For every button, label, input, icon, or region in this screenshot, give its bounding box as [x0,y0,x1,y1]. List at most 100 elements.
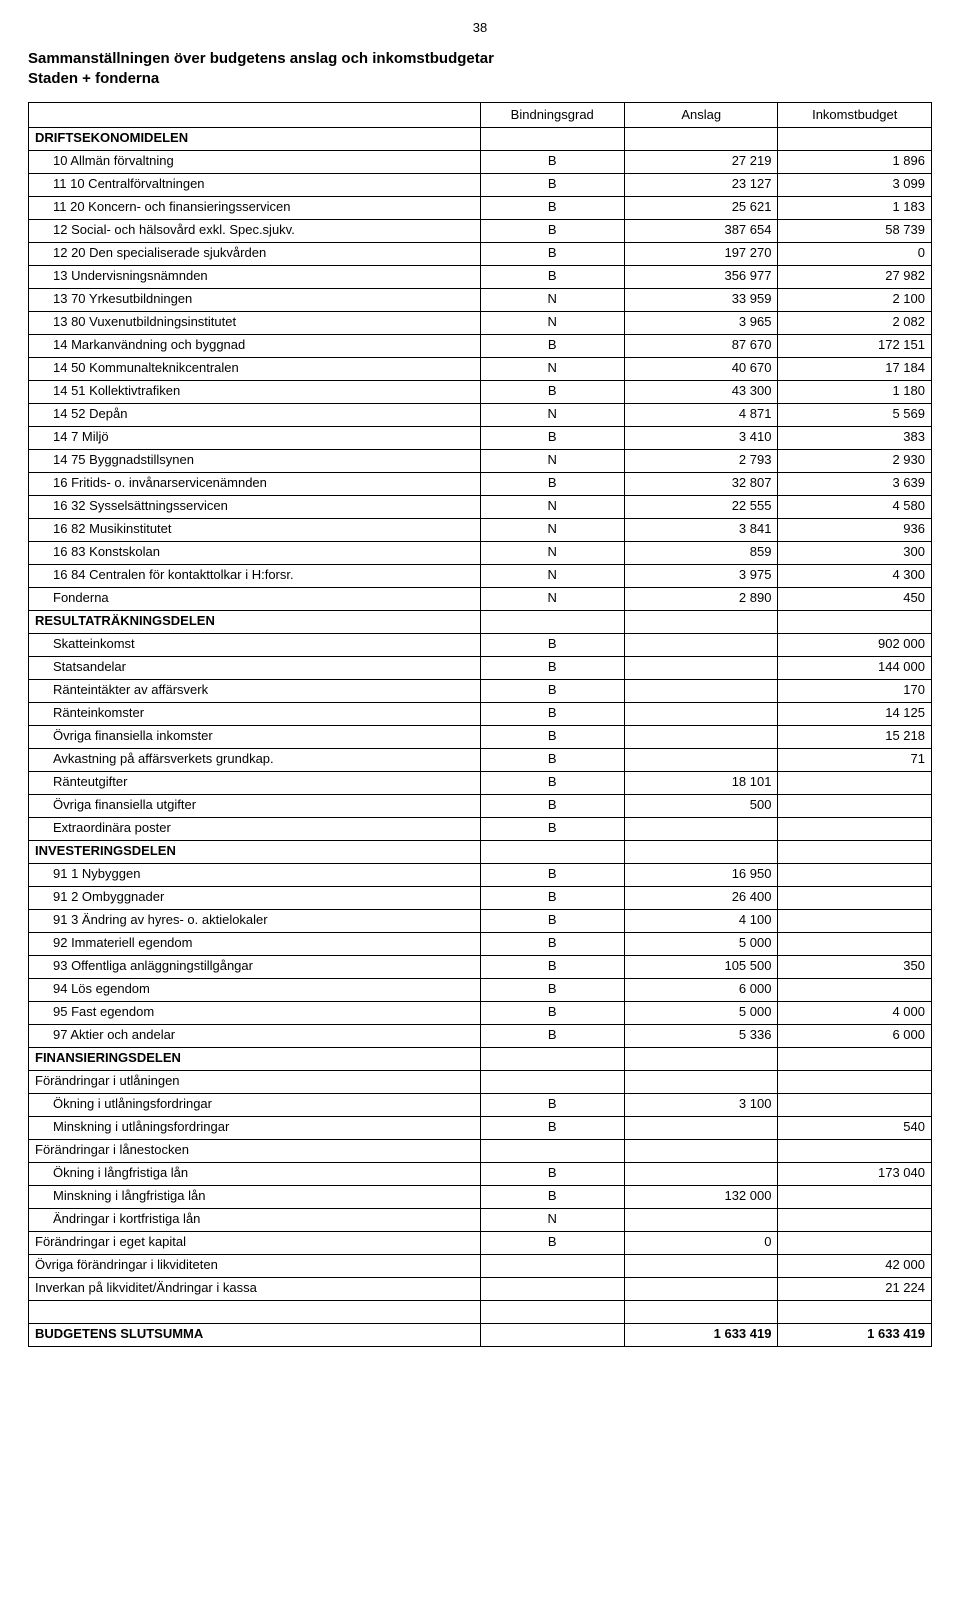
row-label: Ökning i långfristiga lån [29,1162,481,1185]
row-grad: B [480,863,624,886]
row-amount [624,633,778,656]
row-grad: B [480,725,624,748]
row-grad: B [480,426,624,449]
row-amount: 387 654 [624,219,778,242]
row-amount [778,1300,932,1323]
row-grad: B [480,1231,624,1254]
row-label: Förändringar i lånestocken [29,1139,481,1162]
table-row: 13 80 VuxenutbildningsinstitutetN3 9652 … [29,311,932,334]
table-row: Ökning i utlåningsfordringarB3 100 [29,1093,932,1116]
row-label: 14 Markanvändning och byggnad [29,334,481,357]
row-amount: 902 000 [778,633,932,656]
table-row: StatsandelarB144 000 [29,656,932,679]
row-grad: B [480,1185,624,1208]
row-label: 91 1 Nybyggen [29,863,481,886]
row-amount: 1 896 [778,150,932,173]
row-label: Övriga finansiella utgifter [29,794,481,817]
row-grad: N [480,541,624,564]
row-amount [778,817,932,840]
table-row: 14 52 DepånN4 8715 569 [29,403,932,426]
row-amount: 450 [778,587,932,610]
row-label: 97 Aktier och andelar [29,1024,481,1047]
row-amount: 22 555 [624,495,778,518]
row-label: 14 52 Depån [29,403,481,426]
row-amount: 3 965 [624,311,778,334]
row-grad [480,1070,624,1093]
row-label: Ökning i utlåningsfordringar [29,1093,481,1116]
row-grad [480,1300,624,1323]
row-grad: B [480,955,624,978]
row-label: Ändringar i kortfristiga lån [29,1208,481,1231]
table-row: Inverkan på likviditet/Ändringar i kassa… [29,1277,932,1300]
row-grad: B [480,978,624,1001]
row-amount: 4 580 [778,495,932,518]
row-grad [480,1323,624,1346]
table-row: 14 7 MiljöB3 410383 [29,426,932,449]
table-row: Förändringar i eget kapitalB0 [29,1231,932,1254]
row-amount [624,748,778,771]
row-amount [778,1185,932,1208]
row-grad: B [480,334,624,357]
table-row: 16 Fritids- o. invånarservicenämndenB32 … [29,472,932,495]
header-row: Bindningsgrad Anslag Inkomstbudget [29,102,932,127]
row-amount [624,1254,778,1277]
row-amount: 500 [624,794,778,817]
row-amount: 40 670 [624,357,778,380]
row-grad: B [480,265,624,288]
row-amount: 27 982 [778,265,932,288]
row-grad: B [480,679,624,702]
row-amount [624,656,778,679]
row-amount [778,840,932,863]
row-amount [778,771,932,794]
table-row: FondernaN2 890450 [29,587,932,610]
row-amount: 0 [778,242,932,265]
row-amount: 172 151 [778,334,932,357]
row-grad: B [480,932,624,955]
row-amount: 3 099 [778,173,932,196]
row-grad [480,1139,624,1162]
row-label: 14 51 Kollektivtrafiken [29,380,481,403]
row-amount [778,610,932,633]
footer-row: BUDGETENS SLUTSUMMA1 633 4191 633 419 [29,1323,932,1346]
row-label: 13 70 Yrkesutbildningen [29,288,481,311]
row-grad: B [480,1001,624,1024]
row-amount: 5 000 [624,932,778,955]
row-amount: 4 100 [624,909,778,932]
row-amount: 5 336 [624,1024,778,1047]
row-amount: 5 569 [778,403,932,426]
table-row: 10 Allmän förvaltningB27 2191 896 [29,150,932,173]
row-amount [624,840,778,863]
table-row: Ökning i långfristiga lånB173 040 [29,1162,932,1185]
section-heading: DRIFTSEKONOMIDELEN [29,127,932,150]
row-amount [624,1070,778,1093]
table-row: 16 84 Centralen för kontakttolkar i H:fo… [29,564,932,587]
section-heading: INVESTERINGSDELEN [29,840,932,863]
row-amount: 144 000 [778,656,932,679]
row-amount [624,1116,778,1139]
row-label: 14 75 Byggnadstillsynen [29,449,481,472]
row-label: Ränteutgifter [29,771,481,794]
row-label: Statsandelar [29,656,481,679]
row-amount: 17 184 [778,357,932,380]
row-amount [778,1093,932,1116]
row-amount [778,909,932,932]
row-grad [480,1254,624,1277]
row-grad [480,1277,624,1300]
row-grad: B [480,886,624,909]
row-amount: 1 183 [778,196,932,219]
row-amount: 2 930 [778,449,932,472]
row-amount: 132 000 [624,1185,778,1208]
row-amount [778,978,932,1001]
table-row: 14 75 ByggnadstillsynenN2 7932 930 [29,449,932,472]
row-amount: 3 841 [624,518,778,541]
row-amount: 21 224 [778,1277,932,1300]
row-grad: B [480,702,624,725]
table-row: 12 20 Den specialiserade sjukvårdenB197 … [29,242,932,265]
table-row: 16 32 SysselsättningsservicenN22 5554 58… [29,495,932,518]
table-row: Minskning i utlåningsfordringarB540 [29,1116,932,1139]
row-grad: B [480,1116,624,1139]
row-label: INVESTERINGSDELEN [29,840,481,863]
row-label: Minskning i utlåningsfordringar [29,1116,481,1139]
row-grad: N [480,288,624,311]
row-grad: B [480,472,624,495]
